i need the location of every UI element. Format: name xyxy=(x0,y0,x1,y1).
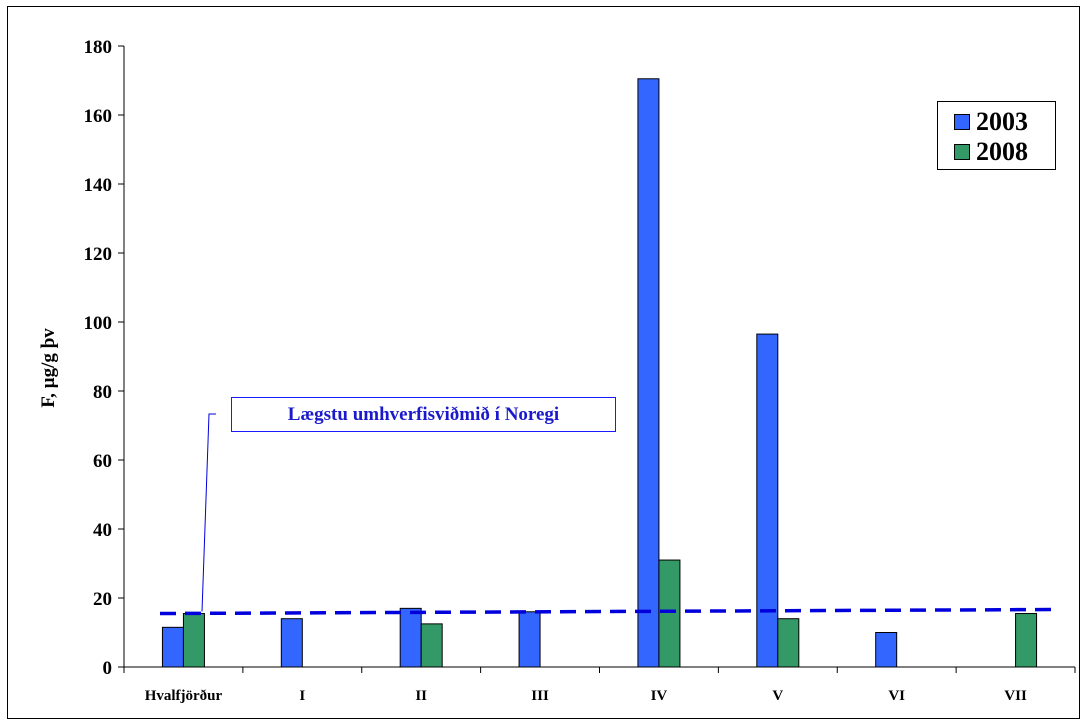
legend-label-2008: 2008 xyxy=(976,137,1028,166)
legend-swatch-2003 xyxy=(954,114,970,130)
x-tick-label: VI xyxy=(888,688,905,704)
y-axis: 0 20 40 60 80 100 120 140 160 180 xyxy=(84,37,125,679)
x-tick-label: II xyxy=(415,688,427,704)
x-tick-label: IV xyxy=(651,688,668,704)
y-axis-label: F, µg/g þv xyxy=(38,328,59,408)
y-tick-label: 80 xyxy=(93,382,112,403)
reference-line-group xyxy=(159,413,1053,616)
y-tick-label: 60 xyxy=(93,451,112,472)
bars xyxy=(161,78,1038,668)
legend-item-2008: 2008 xyxy=(954,137,1028,166)
bar-2003-VI xyxy=(875,632,898,668)
y-tick-label: 40 xyxy=(93,520,112,541)
legend-swatch-2008 xyxy=(954,144,970,160)
x-axis: Hvalfjörður I II III IV V VI VII xyxy=(123,666,1076,704)
x-tick-label: Hvalfjörður xyxy=(145,688,223,704)
bar-2008-VII xyxy=(1015,613,1038,668)
legend-label-2003: 2003 xyxy=(976,107,1028,136)
bar-2008-II xyxy=(420,623,443,668)
x-tick-label: VII xyxy=(1004,688,1027,704)
bar-2003-I xyxy=(280,618,303,668)
x-tick-label: I xyxy=(299,688,305,704)
x-tick-label: III xyxy=(531,688,549,704)
y-tick-label: 0 xyxy=(103,658,113,679)
bar-2003-V xyxy=(756,333,779,668)
y-tick-label: 180 xyxy=(84,37,113,58)
bar-2003-III xyxy=(518,611,541,668)
legend-item-2003: 2003 xyxy=(954,107,1028,136)
reference-line-leader xyxy=(201,413,216,612)
legend: 2003 2008 xyxy=(937,101,1056,170)
y-tick-label: 100 xyxy=(84,313,113,334)
reference-line xyxy=(159,607,1053,616)
reference-line-label: Lægstu umhverfisviðmið í Noregi xyxy=(231,397,616,432)
bar-2008-Hvalfjörður xyxy=(182,613,205,668)
bar-2003-II xyxy=(399,607,422,668)
x-tick-label: V xyxy=(772,688,783,704)
bar-2008-V xyxy=(777,618,800,668)
bar-2003-IV xyxy=(637,78,660,668)
bar-2003-Hvalfjörður xyxy=(161,626,184,668)
chart-frame xyxy=(7,6,1080,719)
y-tick-label: 160 xyxy=(84,106,113,127)
bar-2008-IV xyxy=(658,559,681,668)
y-tick-label: 140 xyxy=(84,175,113,196)
y-tick-label: 20 xyxy=(93,589,112,610)
y-tick-label: 120 xyxy=(84,244,113,265)
